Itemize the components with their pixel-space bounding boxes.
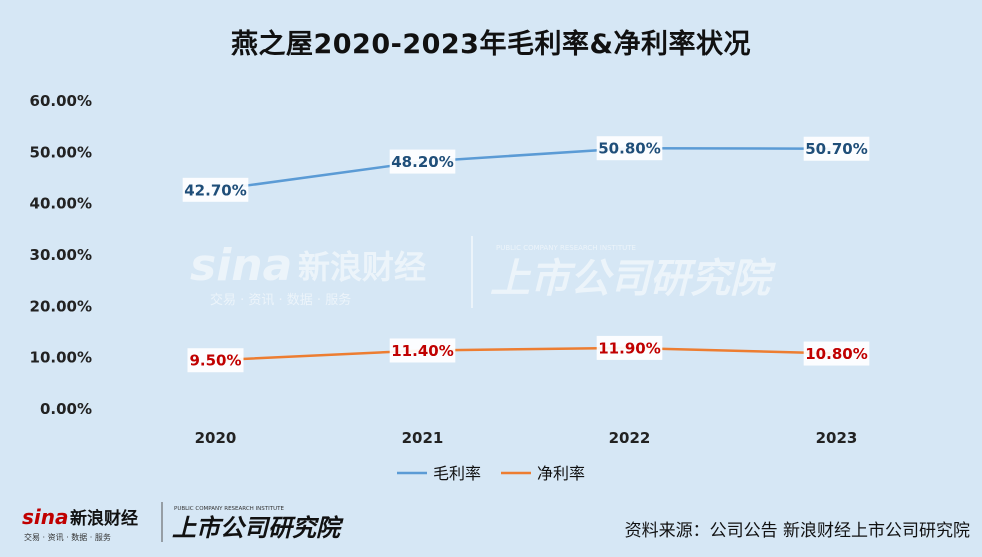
series-line-2 — [214, 346, 838, 362]
svg-text:新浪财经: 新浪财经 — [298, 248, 426, 286]
sina-watermark-logo: sina 新浪财经 交易 · 资讯 · 数据 · 服务 PUBLIC COMPA… — [190, 236, 776, 308]
sina-finance-logo: sina 新浪财经 交易 · 资讯 · 数据 · 服务 PUBLIC COMPA… — [22, 502, 344, 542]
y-tick-label: 30.00% — [30, 246, 92, 264]
y-tick-label: 10.00% — [30, 349, 92, 367]
data-label-text: 42.70% — [184, 181, 246, 199]
legend-label: 净利率 — [537, 464, 585, 483]
data-label-text: 48.20% — [391, 153, 453, 171]
data-labels: 42.70% 48.20% 50.80% 50.70% 9.50% 11.40% 11.90… — [182, 136, 870, 373]
y-tick-label: 40.00% — [30, 195, 92, 213]
series-line-1 — [214, 146, 838, 192]
data-label-text: 50.70% — [805, 140, 867, 158]
data-label-background — [596, 136, 663, 161]
data-label-background — [803, 341, 870, 366]
x-tick-label: 2022 — [609, 429, 651, 447]
data-label: 11.40% — [389, 338, 456, 363]
y-tick-label: 0.00% — [40, 400, 92, 418]
data-label-text: 11.40% — [391, 342, 453, 360]
svg-text:新浪财经: 新浪财经 — [70, 508, 138, 529]
data-label-background — [187, 348, 244, 373]
data-label-background — [182, 177, 249, 202]
series-lines — [214, 146, 838, 362]
y-tick-label: 60.00% — [30, 92, 92, 110]
data-label: 42.70% — [182, 177, 249, 202]
data-label: 10.80% — [803, 341, 870, 366]
y-axis-ticks: 0.00% 10.00% 20.00% 30.00% 40.00% 50.00% 60.00… — [30, 92, 92, 418]
data-label-text: 10.80% — [805, 345, 867, 363]
data-label-background — [389, 338, 456, 363]
data-label-background — [596, 335, 663, 360]
data-label-text: 11.90% — [598, 339, 660, 357]
legend: 毛利率 净利率 — [397, 464, 585, 483]
data-label: 11.90% — [596, 335, 663, 360]
svg-text:上市公司研究院: 上市公司研究院 — [490, 256, 776, 302]
data-label: 48.20% — [389, 149, 456, 174]
svg-text:sina: sina — [22, 505, 69, 529]
y-tick-label: 50.00% — [30, 143, 92, 161]
data-label: 9.50% — [187, 348, 244, 373]
data-label: 50.80% — [596, 136, 663, 161]
x-axis-ticks: 2020 2021 2022 2023 — [195, 429, 858, 447]
svg-text:交易 · 资讯 · 数据 · 服务: 交易 · 资讯 · 数据 · 服务 — [210, 292, 351, 308]
svg-text:PUBLIC COMPANY RESEARCH INSTIT: PUBLIC COMPANY RESEARCH INSTITUTE — [496, 244, 636, 252]
data-label-background — [389, 149, 456, 174]
data-label-text: 50.80% — [598, 140, 660, 158]
line-chart: 0.00% 10.00% 20.00% 30.00% 40.00% 50.00% 60.00… — [30, 92, 870, 483]
svg-text:上市公司研究院: 上市公司研究院 — [172, 514, 344, 542]
chart-title: 燕之屋2020-2023年毛利率&净利率状况 — [230, 29, 752, 60]
legend-label: 毛利率 — [433, 464, 481, 483]
x-tick-label: 2020 — [195, 429, 237, 447]
data-label-background — [803, 136, 870, 161]
y-tick-label: 20.00% — [30, 297, 92, 315]
data-label-text: 9.50% — [189, 352, 241, 370]
data-label: 50.70% — [803, 136, 870, 161]
source-note: 资料来源：公司公告 新浪财经上市公司研究院 — [624, 521, 970, 541]
svg-text:PUBLIC COMPANY RESEARCH INSTIT: PUBLIC COMPANY RESEARCH INSTITUTE — [174, 506, 285, 512]
x-tick-label: 2023 — [816, 429, 858, 447]
svg-text:sina: sina — [190, 240, 292, 291]
svg-text:交易 · 资讯 · 数据 · 服务: 交易 · 资讯 · 数据 · 服务 — [24, 532, 111, 542]
x-tick-label: 2021 — [402, 429, 444, 447]
